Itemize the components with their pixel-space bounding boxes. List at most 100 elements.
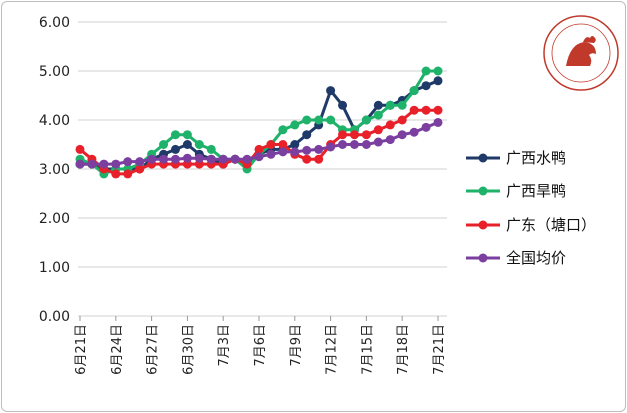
- data-point: [409, 105, 419, 115]
- data-point: [326, 86, 336, 96]
- data-point: [421, 122, 431, 132]
- data-point: [266, 149, 276, 159]
- data-point: [433, 66, 443, 76]
- data-point: [397, 130, 407, 140]
- data-point: [326, 142, 336, 152]
- data-point: [385, 135, 395, 145]
- data-point: [361, 115, 371, 125]
- data-point: [349, 130, 359, 140]
- y-tick-label: 4.00: [39, 113, 70, 129]
- data-point: [373, 125, 383, 135]
- data-point: [290, 140, 300, 149]
- data-point: [194, 153, 204, 163]
- data-point: [182, 140, 192, 149]
- data-point: [75, 159, 85, 169]
- data-point: [290, 147, 300, 157]
- data-point: [302, 145, 312, 155]
- data-point: [361, 130, 371, 140]
- data-point: [409, 86, 419, 96]
- data-point: [349, 140, 359, 149]
- data-point: [159, 140, 169, 149]
- stamp-logo: [543, 15, 619, 91]
- data-point: [373, 110, 383, 120]
- data-point: [182, 130, 192, 140]
- data-point: [159, 154, 169, 164]
- data-point: [135, 164, 145, 174]
- legend-swatch-marker: [478, 220, 488, 230]
- stamp-inner-ring: [551, 23, 611, 83]
- data-point: [278, 147, 288, 157]
- data-point: [242, 154, 252, 164]
- legend-label: 广东（塘口）: [506, 216, 596, 234]
- data-point: [170, 130, 180, 140]
- data-point: [397, 100, 407, 110]
- data-point: [206, 154, 216, 164]
- data-point: [433, 117, 443, 127]
- y-tick-label: 6.00: [39, 15, 70, 31]
- legend-label: 广西旱鸭: [506, 182, 566, 200]
- data-point: [135, 157, 145, 167]
- data-point: [421, 105, 431, 115]
- y-tick-label: 3.00: [39, 162, 70, 178]
- data-point: [373, 137, 383, 147]
- y-tick-label: 0.00: [39, 309, 70, 325]
- data-point: [278, 125, 288, 135]
- data-point: [385, 100, 395, 110]
- legend-label: 广西水鸭: [506, 149, 566, 167]
- data-point: [111, 159, 121, 169]
- data-point: [218, 154, 228, 164]
- x-tick-label: 7月18日: [396, 324, 411, 375]
- x-tick-label: 6月30日: [181, 324, 196, 375]
- data-point: [314, 154, 324, 164]
- data-point: [421, 66, 431, 76]
- data-point: [111, 169, 121, 179]
- data-point: [302, 154, 312, 164]
- data-point: [75, 144, 85, 154]
- data-point: [326, 115, 336, 125]
- data-point: [194, 140, 204, 149]
- x-tick-label: 6月21日: [74, 324, 89, 375]
- data-point: [385, 120, 395, 130]
- data-point: [99, 159, 109, 169]
- data-point: [254, 152, 264, 162]
- y-tick-label: 1.00: [39, 260, 70, 276]
- gridlines: [78, 21, 447, 317]
- x-tick-label: 7月6日: [253, 324, 268, 367]
- data-point: [170, 154, 180, 164]
- series-group: [75, 66, 443, 179]
- legend-swatch-marker: [478, 186, 488, 196]
- data-point: [314, 144, 324, 154]
- y-tick-label: 5.00: [39, 64, 70, 80]
- data-point: [302, 130, 312, 140]
- series-3: [75, 117, 443, 169]
- x-tick-label: 7月21日: [432, 324, 447, 375]
- rooster-comb-icon: [583, 36, 596, 43]
- data-point: [338, 130, 348, 140]
- data-point: [433, 76, 443, 86]
- data-point: [230, 154, 240, 164]
- x-tick-label: 7月3日: [217, 324, 232, 367]
- data-point: [182, 153, 192, 163]
- data-point: [254, 144, 264, 154]
- legend-swatch-marker: [478, 253, 488, 263]
- legend-label: 全国均价: [506, 249, 566, 267]
- legend-swatch-marker: [478, 153, 488, 163]
- x-tick-label: 7月12日: [325, 324, 340, 375]
- data-point: [421, 81, 431, 91]
- data-point: [206, 144, 216, 154]
- data-point: [373, 100, 383, 110]
- data-point: [361, 140, 371, 149]
- x-tick-label: 6月24日: [110, 324, 125, 375]
- data-point: [123, 157, 133, 167]
- data-point: [123, 169, 133, 179]
- data-point: [266, 140, 276, 149]
- data-point: [147, 154, 157, 164]
- y-axis: 0.00 1.00 2.00 3.00 4.00 5.00 6.00: [39, 15, 70, 325]
- data-point: [338, 100, 348, 110]
- data-point: [302, 115, 312, 125]
- data-point: [338, 140, 348, 149]
- data-point: [409, 127, 419, 137]
- x-tick-label: 7月9日: [289, 324, 304, 367]
- y-tick-label: 2.00: [39, 211, 70, 227]
